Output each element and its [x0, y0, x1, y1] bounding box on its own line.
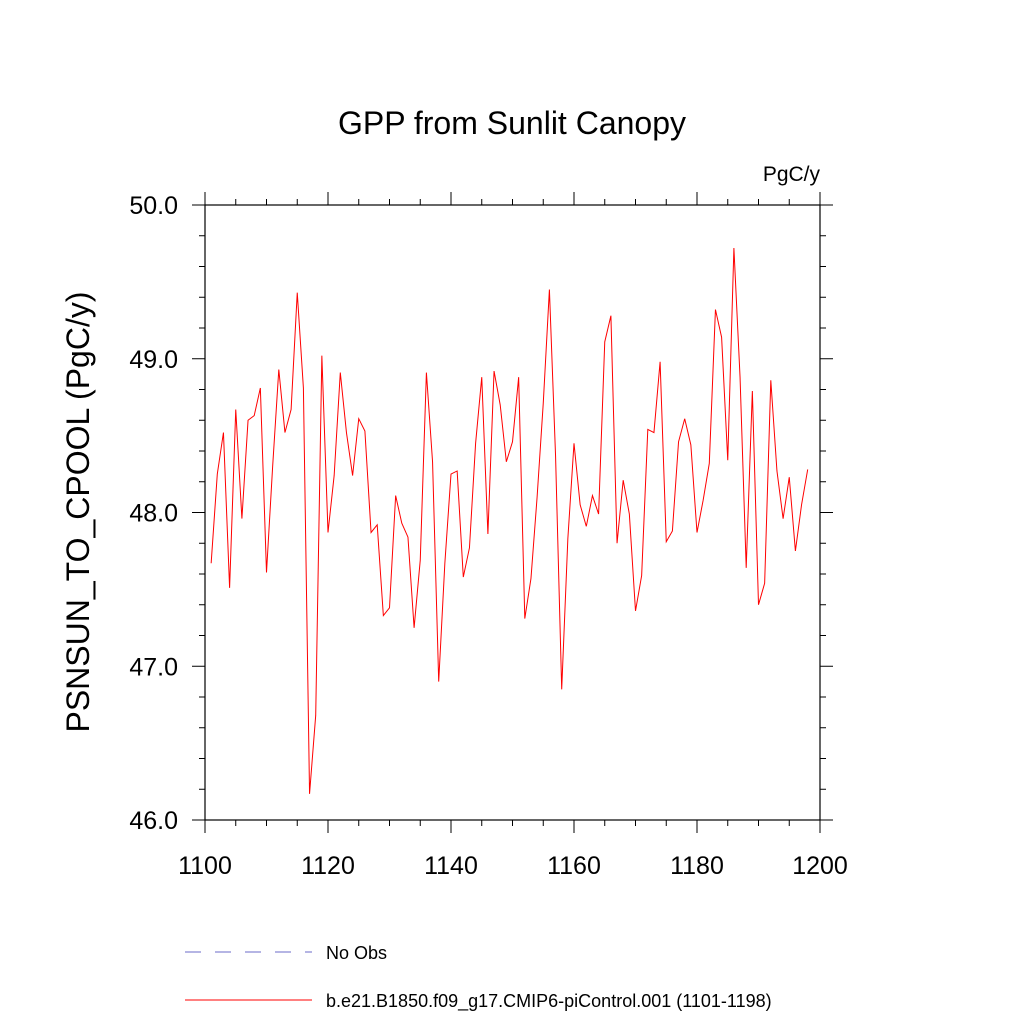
y-tick-label: 49.0: [129, 346, 178, 374]
x-tick-label: 1200: [792, 852, 848, 880]
legend-label: No Obs: [326, 943, 387, 963]
x-tick-label: 1100: [178, 852, 232, 880]
units-label: PgC/y: [763, 163, 821, 186]
series-line: [210, 248, 809, 794]
x-tick-label: 1180: [670, 852, 724, 880]
y-tick-label: 47.0: [129, 653, 178, 681]
y-axis-label: PSNSUN_TO_CPOOL (PgC/y): [60, 292, 96, 733]
chart-title: GPP from Sunlit Canopy: [338, 105, 686, 141]
plot-area: 1100 1120 1140 1160 1180 1200 46.0 47.0 48.0 49.0…: [129, 192, 848, 880]
legend: No Obs b.e21.B1850.f09_g17.CMIP6-piContro…: [185, 943, 772, 1012]
legend-label: b.e21.B1850.f09_g17.CMIP6-piControl.001 …: [326, 991, 772, 1012]
y-tick-label: 50.0: [129, 192, 178, 220]
x-tick-label: 1160: [547, 852, 601, 880]
x-tick-label: 1140: [424, 852, 478, 880]
y-tick-label: 46.0: [129, 807, 178, 835]
y-tick-label: 48.0: [129, 500, 178, 528]
x-tick-label: 1120: [301, 852, 355, 880]
